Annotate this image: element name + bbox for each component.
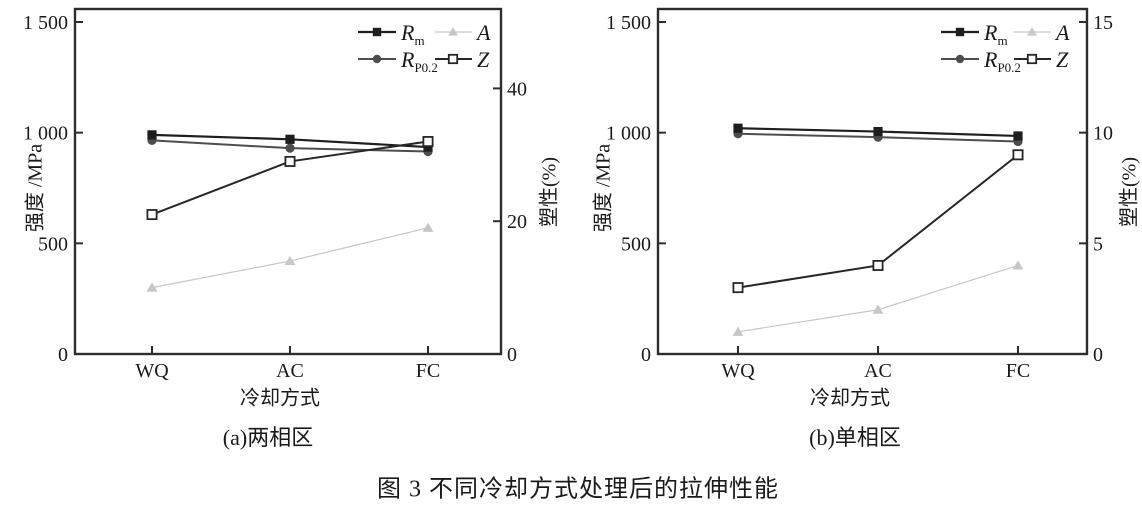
- svg-text:A: A: [1054, 20, 1070, 45]
- svg-text:20: 20: [507, 211, 527, 233]
- chart-a: 0 500 1 000 1 500 0 20 40 WQ AC FC Rm A RP0.2 Z: [23, 7, 527, 382]
- series-Rm: [147, 130, 433, 152]
- svg-text:RP0.2: RP0.2: [983, 47, 1021, 75]
- svg-text:A: A: [475, 20, 491, 45]
- series-Z: [732, 149, 1024, 294]
- chart-a-ylabel-right: 塑性(%): [538, 157, 561, 227]
- legend: Rm A RP0.2 Z: [358, 20, 491, 75]
- svg-text:0: 0: [1093, 344, 1103, 366]
- svg-text:500: 500: [621, 233, 651, 255]
- svg-text:0: 0: [507, 344, 517, 366]
- series-A: [732, 260, 1024, 336]
- chart-b: 0 500 1 000 1 500 0 5 10 15 WQ AC FC Rm A RP0.2 Z: [606, 7, 1113, 382]
- svg-text:5: 5: [1093, 233, 1103, 255]
- chart-b-ylabel-right: 塑性(%): [1118, 157, 1141, 227]
- series-Z: [146, 136, 434, 221]
- series-A: [146, 222, 434, 292]
- svg-text:AC: AC: [864, 360, 892, 382]
- svg-text:10: 10: [1093, 123, 1113, 145]
- svg-text:1 500: 1 500: [606, 12, 651, 34]
- svg-text:40: 40: [507, 78, 527, 100]
- svg-text:1 500: 1 500: [23, 12, 68, 34]
- svg-text:Z: Z: [1056, 47, 1069, 72]
- svg-text:Rm: Rm: [983, 20, 1008, 48]
- chart-b-ylabel-left: 强度 /MPa: [592, 143, 615, 233]
- svg-text:FC: FC: [416, 360, 440, 382]
- svg-text:WQ: WQ: [721, 360, 755, 382]
- svg-text:Rm: Rm: [400, 20, 425, 48]
- svg-text:15: 15: [1093, 12, 1113, 34]
- svg-text:1 000: 1 000: [23, 123, 68, 145]
- svg-text:0: 0: [641, 344, 651, 366]
- chart-a-subtitle: (a)两相区: [222, 425, 314, 450]
- chart-b-subtitle: (b)单相区: [809, 425, 901, 450]
- svg-text:WQ: WQ: [135, 360, 169, 382]
- legend: Rm A RP0.2 Z: [941, 20, 1070, 75]
- chart-a-ylabel-left: 强度 /MPa: [24, 143, 47, 233]
- series-Rm: [733, 123, 1023, 141]
- figure-caption: 图 3 不同冷却方式处理后的拉伸性能: [377, 476, 779, 503]
- svg-text:500: 500: [38, 233, 68, 255]
- svg-text:AC: AC: [276, 360, 304, 382]
- svg-text:0: 0: [58, 344, 68, 366]
- chart-a-xlabel: 冷却方式: [240, 387, 320, 410]
- chart-b-xlabel: 冷却方式: [810, 387, 890, 410]
- svg-text:RP0.2: RP0.2: [400, 47, 438, 75]
- svg-text:Z: Z: [477, 47, 490, 72]
- svg-text:1 000: 1 000: [606, 123, 651, 145]
- svg-text:FC: FC: [1006, 360, 1030, 382]
